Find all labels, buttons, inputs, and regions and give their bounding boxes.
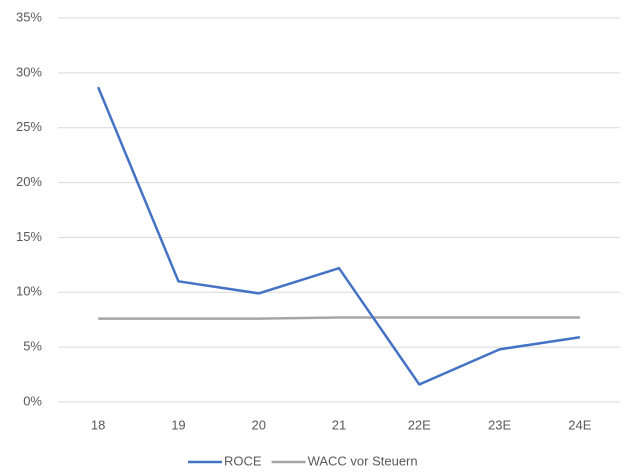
legend-label: WACC vor Steuern bbox=[308, 453, 418, 468]
x-tick-label: 20 bbox=[251, 417, 265, 432]
y-tick-label: 0% bbox=[23, 393, 42, 408]
x-tick-label: 24E bbox=[568, 417, 591, 432]
series-line bbox=[96, 86, 581, 386]
x-tick-label: 23E bbox=[488, 417, 511, 432]
y-tick-label: 10% bbox=[16, 284, 42, 299]
x-tick-label: 19 bbox=[171, 417, 185, 432]
y-tick-label: 25% bbox=[16, 119, 42, 134]
x-tick-label: 22E bbox=[408, 417, 431, 432]
series-line bbox=[98, 316, 580, 320]
y-tick-label: 20% bbox=[16, 174, 42, 189]
y-tick-label: 5% bbox=[23, 339, 42, 354]
y-tick-label: 30% bbox=[16, 64, 42, 79]
x-tick-label: 18 bbox=[91, 417, 105, 432]
y-tick-label: 35% bbox=[16, 9, 42, 24]
x-tick-label: 21 bbox=[332, 417, 346, 432]
legend-label: ROCE bbox=[224, 453, 262, 468]
y-tick-label: 15% bbox=[16, 229, 42, 244]
